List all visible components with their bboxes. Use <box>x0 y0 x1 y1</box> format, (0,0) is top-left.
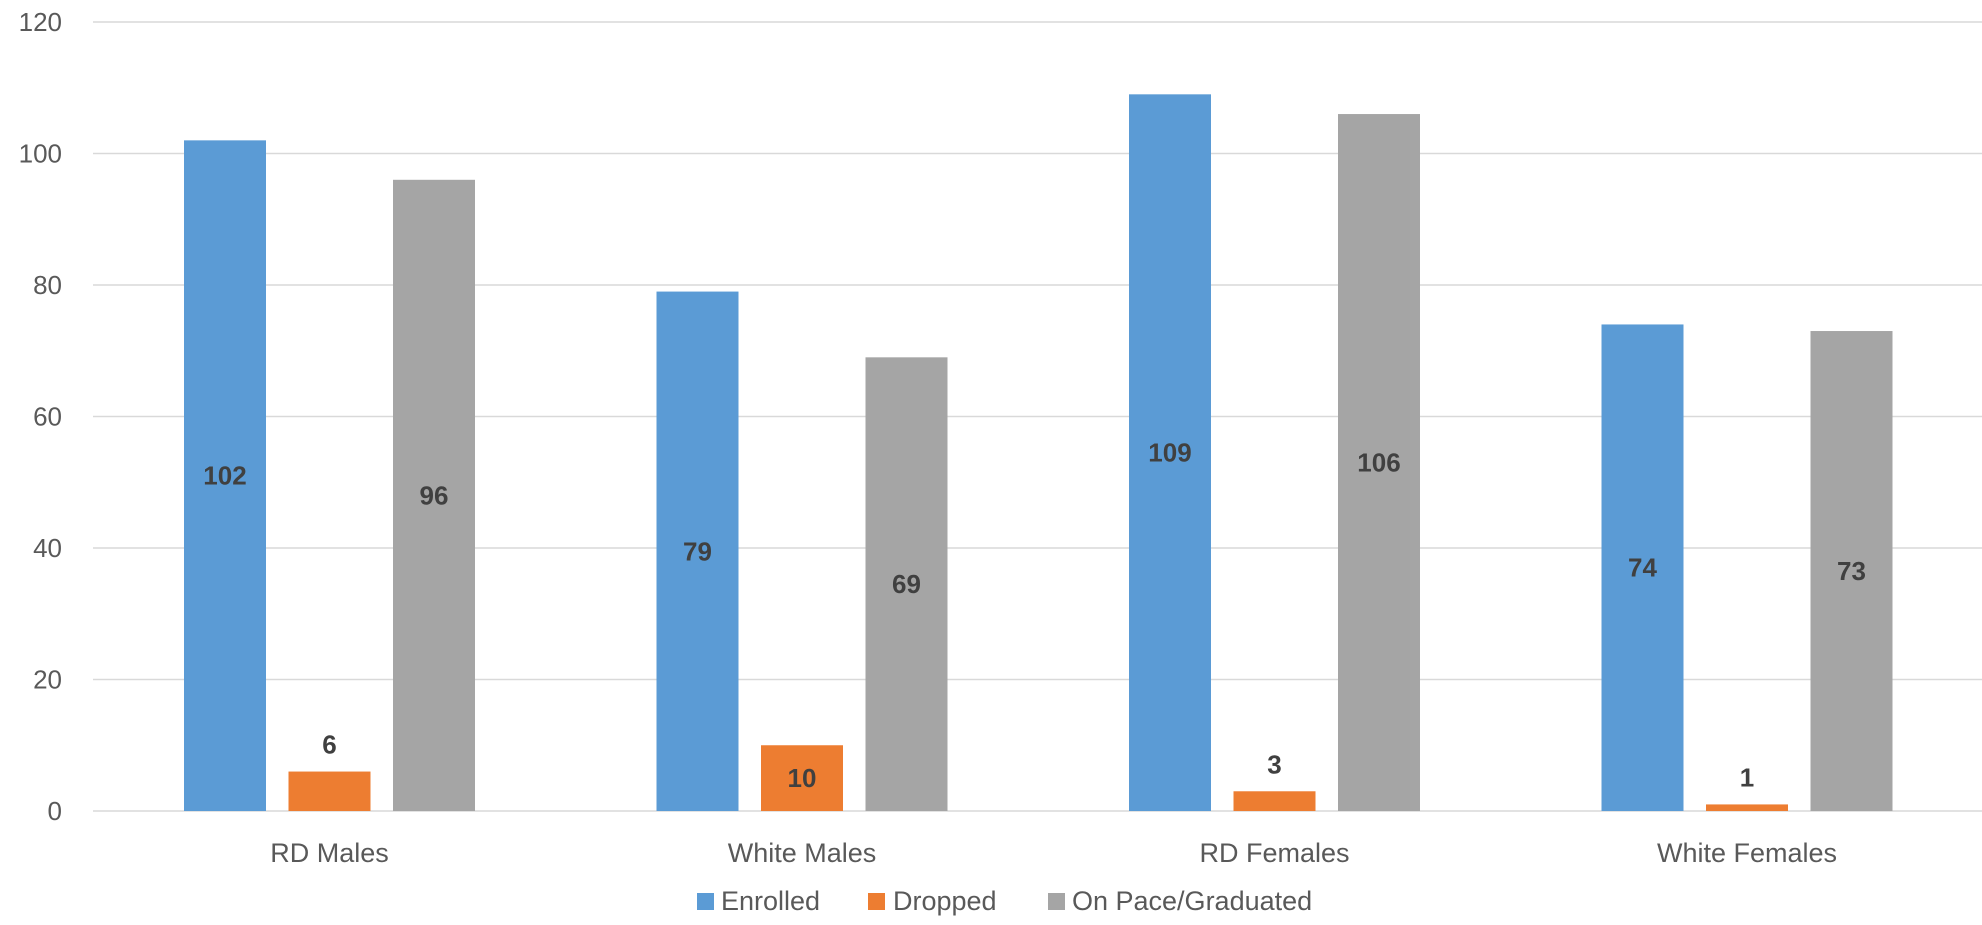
data-label: 10 <box>788 763 817 793</box>
gridlines <box>93 21 1982 812</box>
y-tick-label: 20 <box>33 665 62 695</box>
bar-enrolled-3 <box>1601 324 1684 811</box>
bar-on-pace-graduated-2 <box>1338 114 1420 812</box>
bar-dropped-2 <box>1233 791 1316 811</box>
data-label: 73 <box>1837 556 1866 586</box>
data-label: 96 <box>420 480 449 510</box>
legend-label: Dropped <box>893 886 997 916</box>
y-tick-label: 120 <box>19 7 62 37</box>
x-axis: RD Males White Males RD Females White Femal… <box>270 838 1837 868</box>
bar-enrolled-0 <box>184 140 266 812</box>
bar-enrolled-2 <box>1129 94 1211 811</box>
bar-on-pace-graduated-3 <box>1810 331 1893 811</box>
bar-dropped-3 <box>1706 804 1788 811</box>
data-label: 74 <box>1628 553 1657 583</box>
bar-enrolled-1 <box>656 291 739 811</box>
data-label: 79 <box>683 536 712 566</box>
bar-on-pace-graduated-1 <box>865 357 948 811</box>
bar-dropped-1 <box>761 745 843 811</box>
bar-on-pace-graduated-0 <box>393 179 475 812</box>
data-label: 1 <box>1740 762 1754 792</box>
data-labels: 102 6 96 79 10 69 109 3 106 74 1 73 <box>203 438 1866 793</box>
legend: Enrolled Dropped On Pace/Graduated <box>697 886 1312 916</box>
data-label: 102 <box>203 461 246 491</box>
x-category-label: White Females <box>1657 838 1837 868</box>
y-tick-label: 0 <box>48 796 62 826</box>
y-tick-label: 100 <box>19 139 62 169</box>
y-tick-label: 80 <box>33 270 62 300</box>
y-tick-label: 60 <box>33 402 62 432</box>
y-tick-label: 40 <box>33 533 62 563</box>
legend-swatch <box>868 893 885 910</box>
data-label: 109 <box>1148 438 1191 468</box>
legend-label: On Pace/Graduated <box>1072 886 1312 916</box>
legend-swatch <box>1048 893 1065 910</box>
x-category-label: White Males <box>728 838 877 868</box>
legend-label: Enrolled <box>721 886 820 916</box>
bars <box>184 94 1893 812</box>
legend-swatch <box>697 893 714 910</box>
bar-dropped-0 <box>288 771 371 811</box>
data-label: 69 <box>892 569 921 599</box>
y-axis: 0 20 40 60 80 100 120 <box>19 7 62 826</box>
x-category-label: RD Females <box>1199 838 1349 868</box>
data-label: 3 <box>1267 749 1281 779</box>
data-label: 6 <box>322 730 336 760</box>
data-label: 106 <box>1357 448 1400 478</box>
x-category-label: RD Males <box>270 838 389 868</box>
